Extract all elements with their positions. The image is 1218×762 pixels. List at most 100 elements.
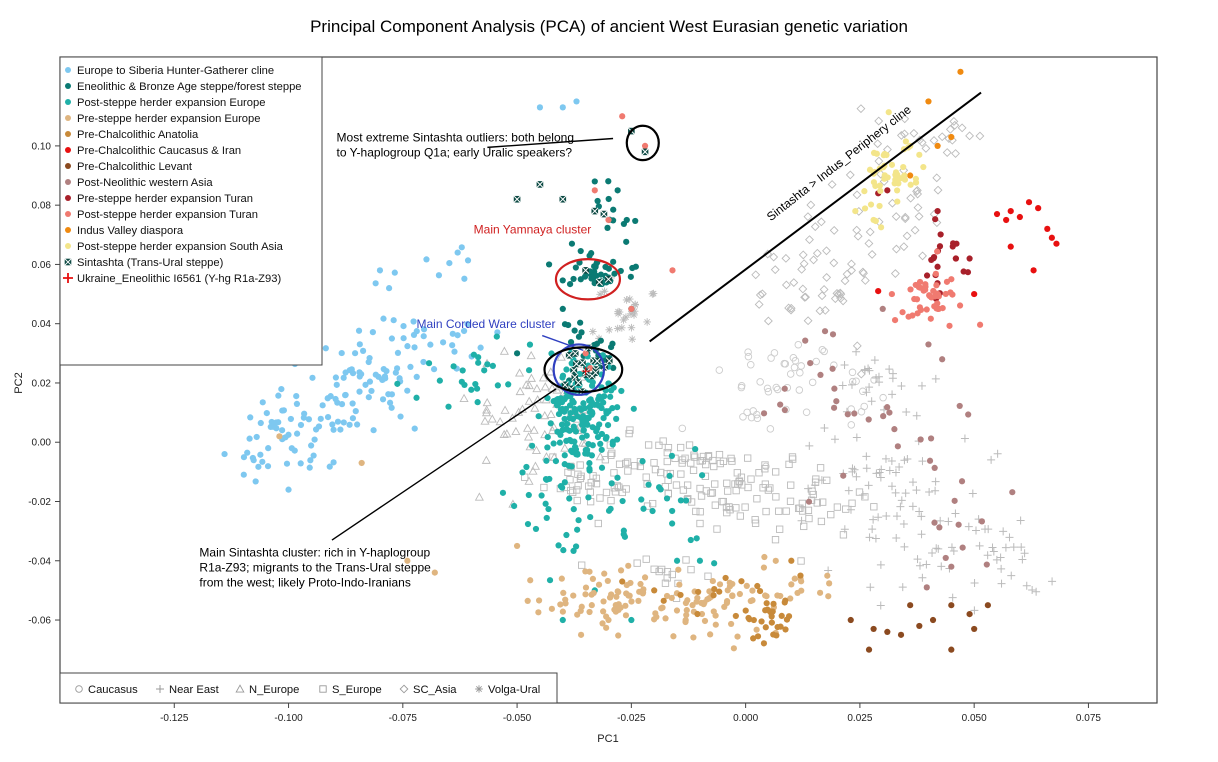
post-steppe-herder-expansion-europe-point bbox=[566, 495, 573, 502]
s-europe-point bbox=[569, 488, 577, 497]
s-europe-point bbox=[644, 441, 653, 449]
post-steppe-herder-expansion-europe-point bbox=[645, 481, 652, 488]
europe-to-siberia-hunter-gatherer-cline-point bbox=[411, 344, 418, 351]
post-steppe-herder-expansion-turan-point bbox=[923, 306, 930, 313]
pre-chalcolithic-caucasus-iran-point bbox=[1025, 199, 1033, 206]
pre-chalcolithic-anatolia-point bbox=[742, 607, 749, 614]
pre-steppe-herder-expansion-europe-point bbox=[721, 603, 728, 610]
yamnaya-label-line: Main Yamnaya cluster bbox=[474, 222, 592, 236]
s-europe-point bbox=[610, 469, 618, 477]
s-europe-point bbox=[650, 459, 658, 467]
legend-marker bbox=[65, 243, 71, 249]
pre-chalcolithic-anatolia-point bbox=[722, 574, 729, 582]
pre-chalcolithic-caucasus-iran-point bbox=[1053, 240, 1060, 247]
legend-marker bbox=[65, 163, 71, 169]
legend-marker bbox=[65, 227, 71, 233]
legend-label: N_Europe bbox=[249, 684, 299, 696]
post-steppe-herder-expansion-europe-point bbox=[523, 463, 530, 471]
s-europe-point bbox=[696, 508, 704, 516]
near-east-point bbox=[805, 441, 814, 450]
post-steppe-herder-expansion-europe-point bbox=[638, 496, 645, 503]
pre-steppe-herder-expansion-europe-point bbox=[623, 590, 630, 597]
near-east-point bbox=[1018, 555, 1027, 564]
s-europe-point bbox=[594, 519, 602, 528]
europe-to-siberia-hunter-gatherer-cline-point bbox=[356, 388, 363, 395]
post-steppe-herder-expansion-turan-point bbox=[949, 291, 956, 298]
europe-to-siberia-hunter-gatherer-cline-point bbox=[365, 394, 372, 401]
europe-to-siberia-hunter-gatherer-cline-point bbox=[404, 343, 411, 350]
post-steppe-herder-expansion-south-asia-point bbox=[870, 149, 878, 157]
pre-steppe-herder-expansion-europe-point bbox=[615, 601, 622, 608]
legend-marker bbox=[65, 99, 71, 105]
near-east-point bbox=[900, 456, 909, 465]
caucasus-point bbox=[764, 387, 773, 396]
indus-valley-diaspora-point bbox=[957, 68, 964, 75]
near-east-point bbox=[931, 477, 940, 486]
near-east-point bbox=[981, 525, 990, 534]
near-east-point bbox=[917, 530, 926, 539]
pre-steppe-herder-expansion-europe-point bbox=[825, 593, 832, 600]
legend-label: Post-steppe herder expansion Turan bbox=[77, 209, 258, 221]
s-europe-point bbox=[621, 459, 630, 468]
near-east-point bbox=[846, 505, 855, 514]
post-steppe-herder-expansion-turan-point bbox=[930, 287, 937, 295]
sintashta-trans-ural-steppe-point bbox=[513, 195, 521, 203]
sc-asia-point bbox=[815, 306, 825, 316]
n-europe-point bbox=[481, 455, 491, 464]
post-steppe-herder-expansion-south-asia-point bbox=[867, 201, 875, 208]
near-east-point bbox=[872, 469, 881, 478]
europe-to-siberia-hunter-gatherer-cline-point bbox=[394, 349, 402, 356]
pre-steppe-herder-expansion-europe-point bbox=[617, 567, 625, 574]
s-europe-point bbox=[607, 451, 615, 459]
near-east-point bbox=[1016, 516, 1025, 525]
post-steppe-herder-expansion-europe-point bbox=[445, 403, 452, 410]
eneolithic-bronze-age-steppe-forest-steppe-point bbox=[623, 238, 630, 245]
post-steppe-herder-expansion-europe-point bbox=[614, 404, 621, 411]
europe-to-siberia-hunter-gatherer-cline-point bbox=[308, 442, 315, 449]
volga-ural-point bbox=[628, 335, 636, 343]
sc-asia-point bbox=[784, 303, 794, 313]
n-europe-point bbox=[531, 445, 541, 454]
near-east-point bbox=[899, 519, 908, 528]
post-neolithic-western-asia-point bbox=[865, 416, 872, 423]
volga-ural-point bbox=[589, 327, 597, 336]
europe-to-siberia-hunter-gatherer-cline-point bbox=[376, 267, 384, 274]
sc-asia-point bbox=[803, 316, 813, 326]
caucasus-point bbox=[847, 421, 856, 429]
caucasus-point bbox=[795, 386, 804, 394]
post-neolithic-western-asia-point bbox=[781, 385, 788, 392]
sc-asia-point bbox=[757, 289, 767, 299]
pre-chalcolithic-levant-point bbox=[884, 628, 891, 635]
pre-steppe-herder-expansion-turan-point bbox=[936, 243, 944, 250]
europe-to-siberia-hunter-gatherer-cline-point bbox=[427, 341, 434, 348]
eneolithic-bronze-age-steppe-forest-steppe-point bbox=[602, 263, 609, 271]
sc-asia-point bbox=[975, 131, 985, 141]
sc-asia-point bbox=[867, 249, 877, 259]
eneolithic-bronze-age-steppe-forest-steppe-point bbox=[513, 350, 521, 357]
eneolithic-bronze-age-steppe-forest-steppe-point bbox=[605, 195, 612, 203]
pre-chalcolithic-levant-point bbox=[897, 631, 905, 638]
post-steppe-herder-expansion-europe-point bbox=[546, 475, 553, 483]
post-steppe-herder-expansion-turan-point bbox=[946, 322, 953, 329]
pre-chalcolithic-anatolia-point bbox=[758, 618, 765, 625]
caucasus-point bbox=[766, 425, 775, 433]
post-steppe-herder-expansion-europe-point bbox=[696, 557, 704, 564]
n-europe-point bbox=[502, 429, 512, 438]
caucasus-point bbox=[743, 408, 751, 417]
near-east-point bbox=[900, 542, 909, 551]
pre-steppe-herder-expansion-europe-point bbox=[562, 600, 569, 607]
sc-asia-point bbox=[842, 269, 852, 279]
pre-chalcolithic-anatolia-point bbox=[750, 635, 757, 642]
legend-box bbox=[59, 56, 323, 366]
sc-asia-point bbox=[913, 203, 923, 213]
legend-marker bbox=[65, 115, 71, 121]
s-europe-point bbox=[762, 507, 770, 516]
europe-to-siberia-hunter-gatherer-cline-point bbox=[340, 374, 347, 381]
sc-asia-point bbox=[899, 242, 909, 252]
europe-to-siberia-hunter-gatherer-cline-point bbox=[451, 348, 458, 355]
near-east-point bbox=[892, 512, 901, 521]
near-east-point bbox=[862, 464, 871, 473]
pre-steppe-herder-expansion-turan-point bbox=[934, 207, 941, 215]
caucasus-point bbox=[802, 408, 811, 416]
legend-item-pre-steppe-herder-expansion-europe: Pre-steppe herder expansion Europe bbox=[65, 113, 260, 125]
